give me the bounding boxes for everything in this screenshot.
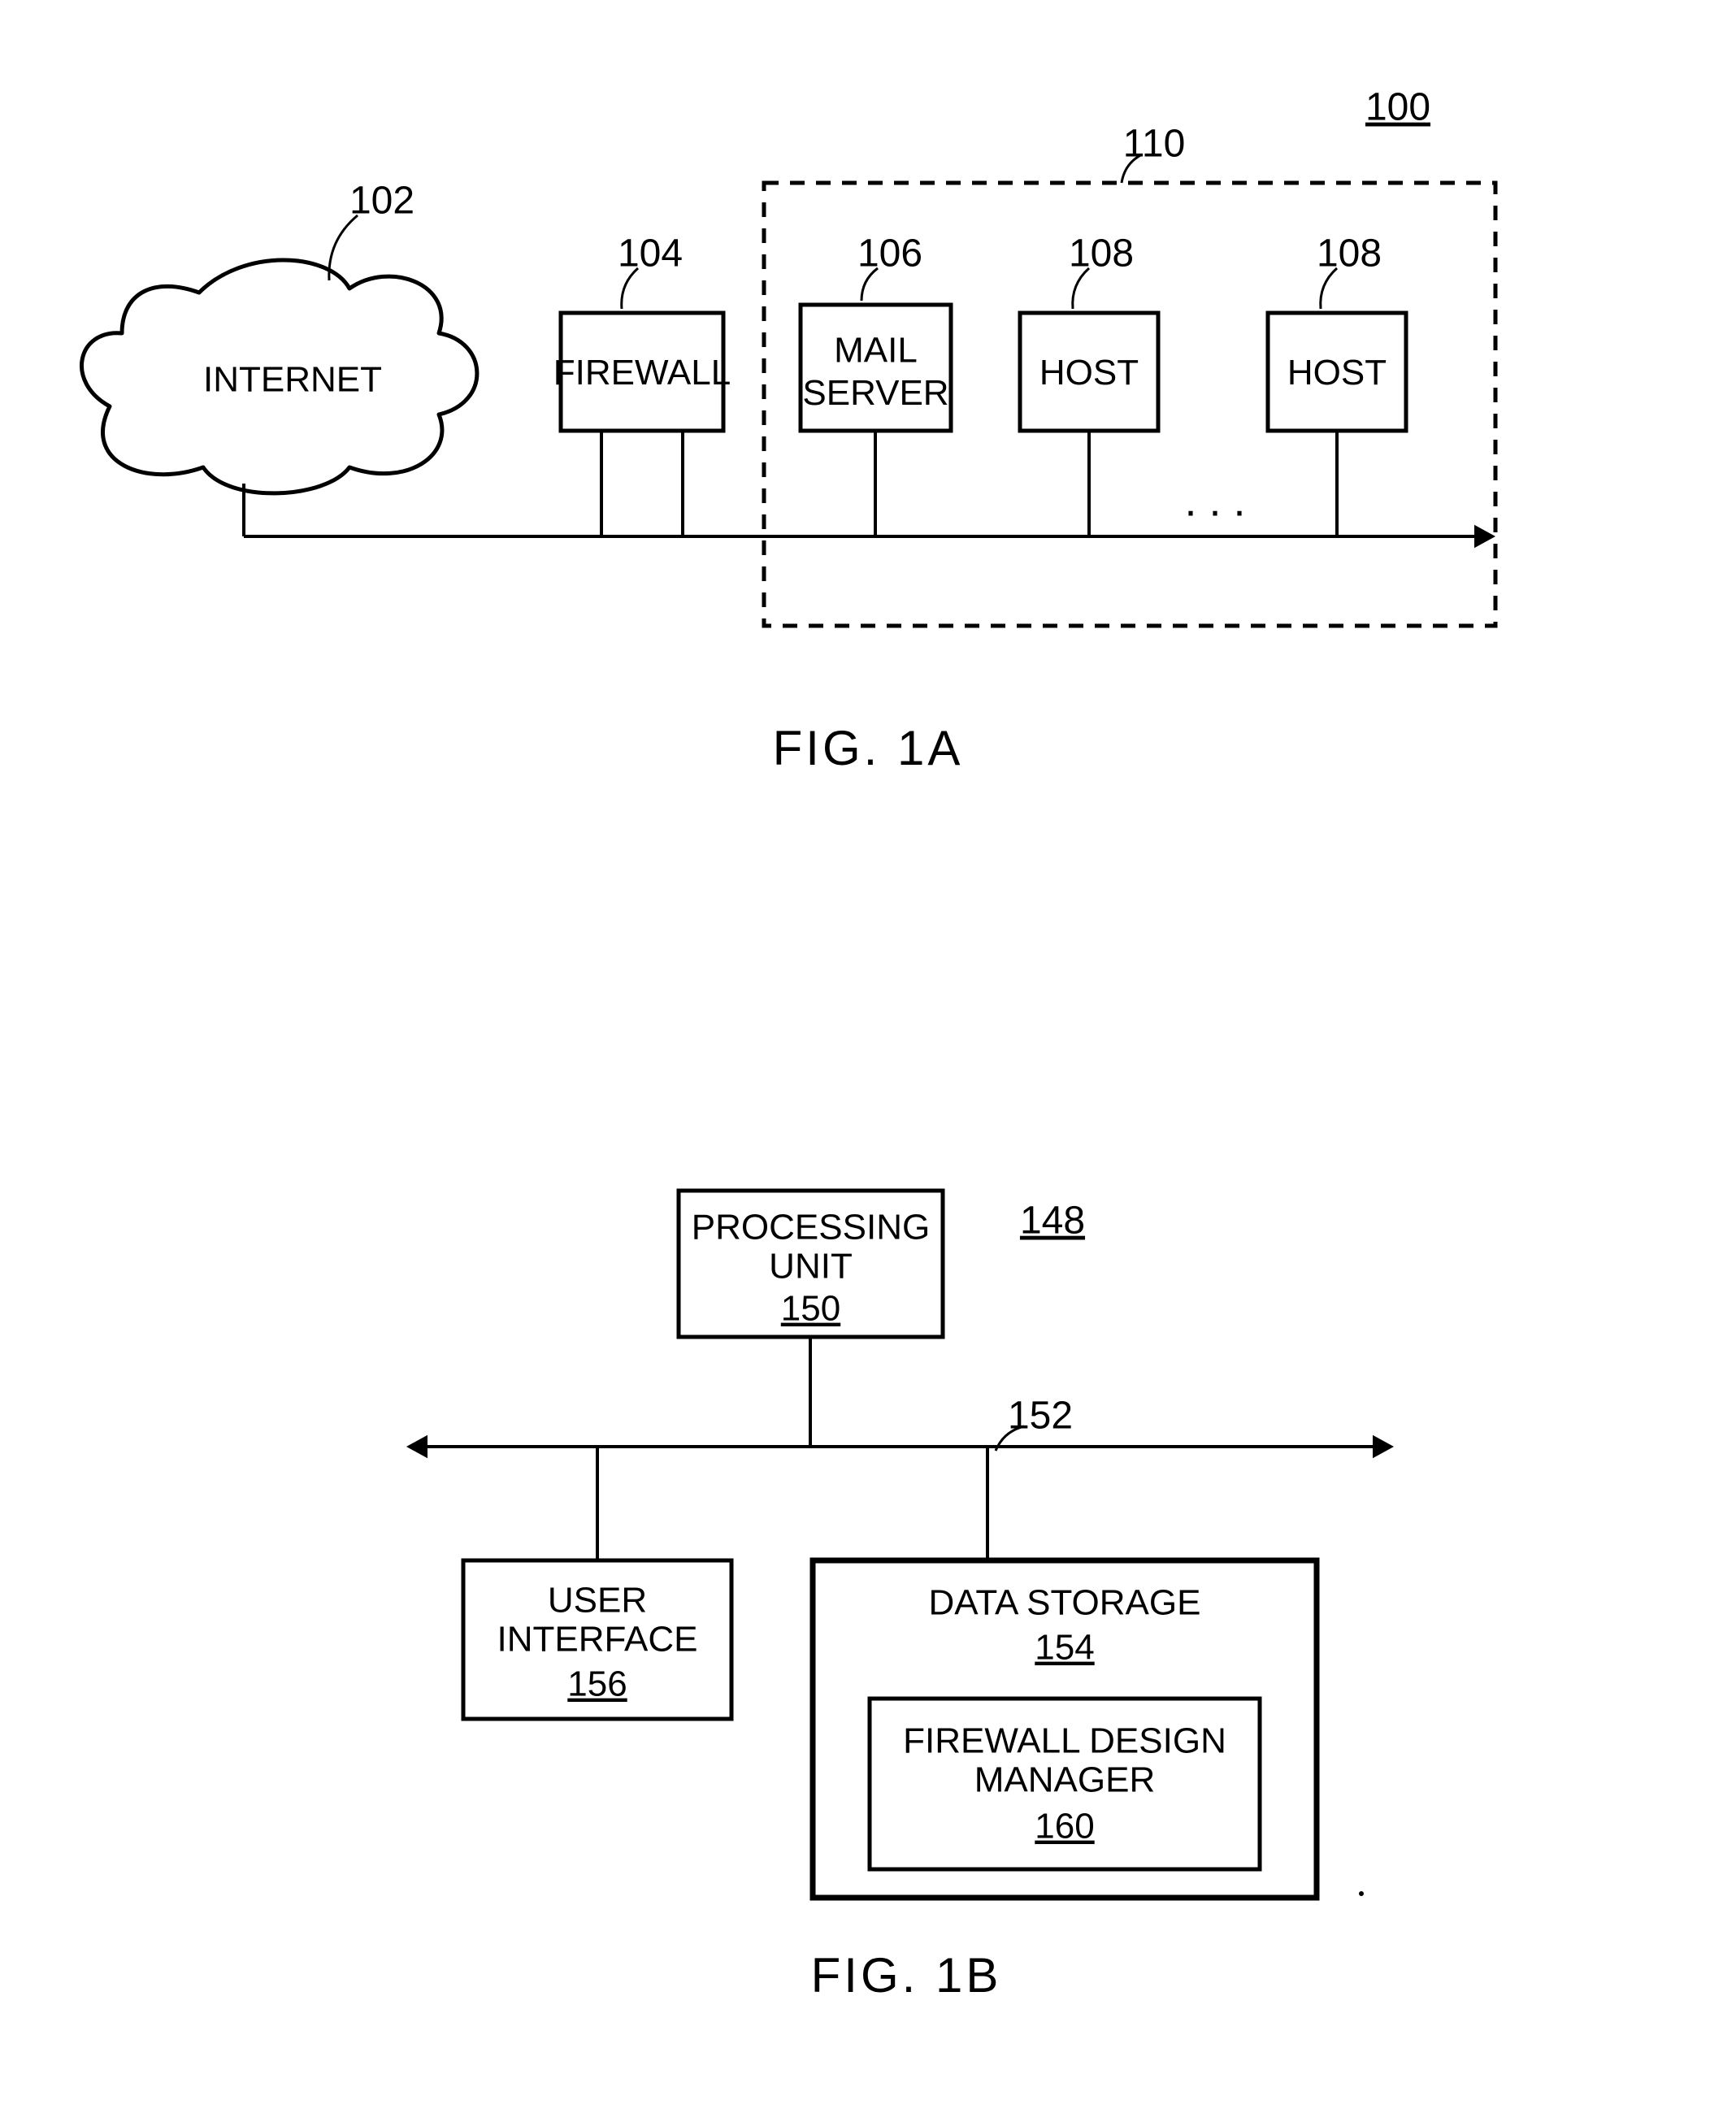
storage-label: DATA STORAGE	[929, 1583, 1201, 1623]
hosts-ellipsis: . . .	[1184, 476, 1245, 525]
mailserver-box-ref: 106	[857, 232, 922, 276]
ref-100: 100	[1365, 86, 1430, 129]
arrow-head	[1474, 525, 1495, 549]
arrow-head	[406, 1435, 427, 1459]
host1-box-label: HOST	[1039, 353, 1139, 393]
mailserver-box-label-2: SERVER	[802, 373, 948, 413]
ref-102: 102	[349, 180, 414, 223]
processing-num: 150	[781, 1289, 840, 1329]
mailserver-box-label-1: MAIL	[834, 331, 918, 371]
fig-1b-caption: FIG. 1B	[811, 1948, 1002, 2003]
fdm-label-1: FIREWALL DESIGN	[903, 1721, 1226, 1761]
fig-1a-caption: FIG. 1A	[773, 721, 964, 775]
host2-box-ref: 108	[1317, 232, 1382, 276]
ref-148: 148	[1020, 1200, 1085, 1243]
fdm-num: 160	[1035, 1807, 1094, 1846]
fdm-label-2: MANAGER	[974, 1760, 1155, 1800]
firewall-box-ref: 104	[618, 232, 683, 276]
ref-110: 110	[1123, 123, 1186, 166]
ref-152: 152	[1008, 1395, 1073, 1438]
processing-label-1: PROCESSING	[692, 1208, 930, 1248]
ui-num: 156	[567, 1664, 627, 1704]
storage-num: 154	[1035, 1628, 1094, 1668]
host1-box-ref: 108	[1069, 232, 1134, 276]
ui-label-1: USER	[548, 1581, 647, 1621]
firewall-box-label: FIREWALL	[553, 353, 731, 393]
processing-label-2: UNIT	[769, 1247, 853, 1287]
internet-label: INTERNET	[203, 360, 382, 400]
ui-label-2: INTERFACE	[497, 1620, 698, 1660]
host2-box-label: HOST	[1287, 353, 1387, 393]
arrow-head	[1373, 1435, 1394, 1459]
